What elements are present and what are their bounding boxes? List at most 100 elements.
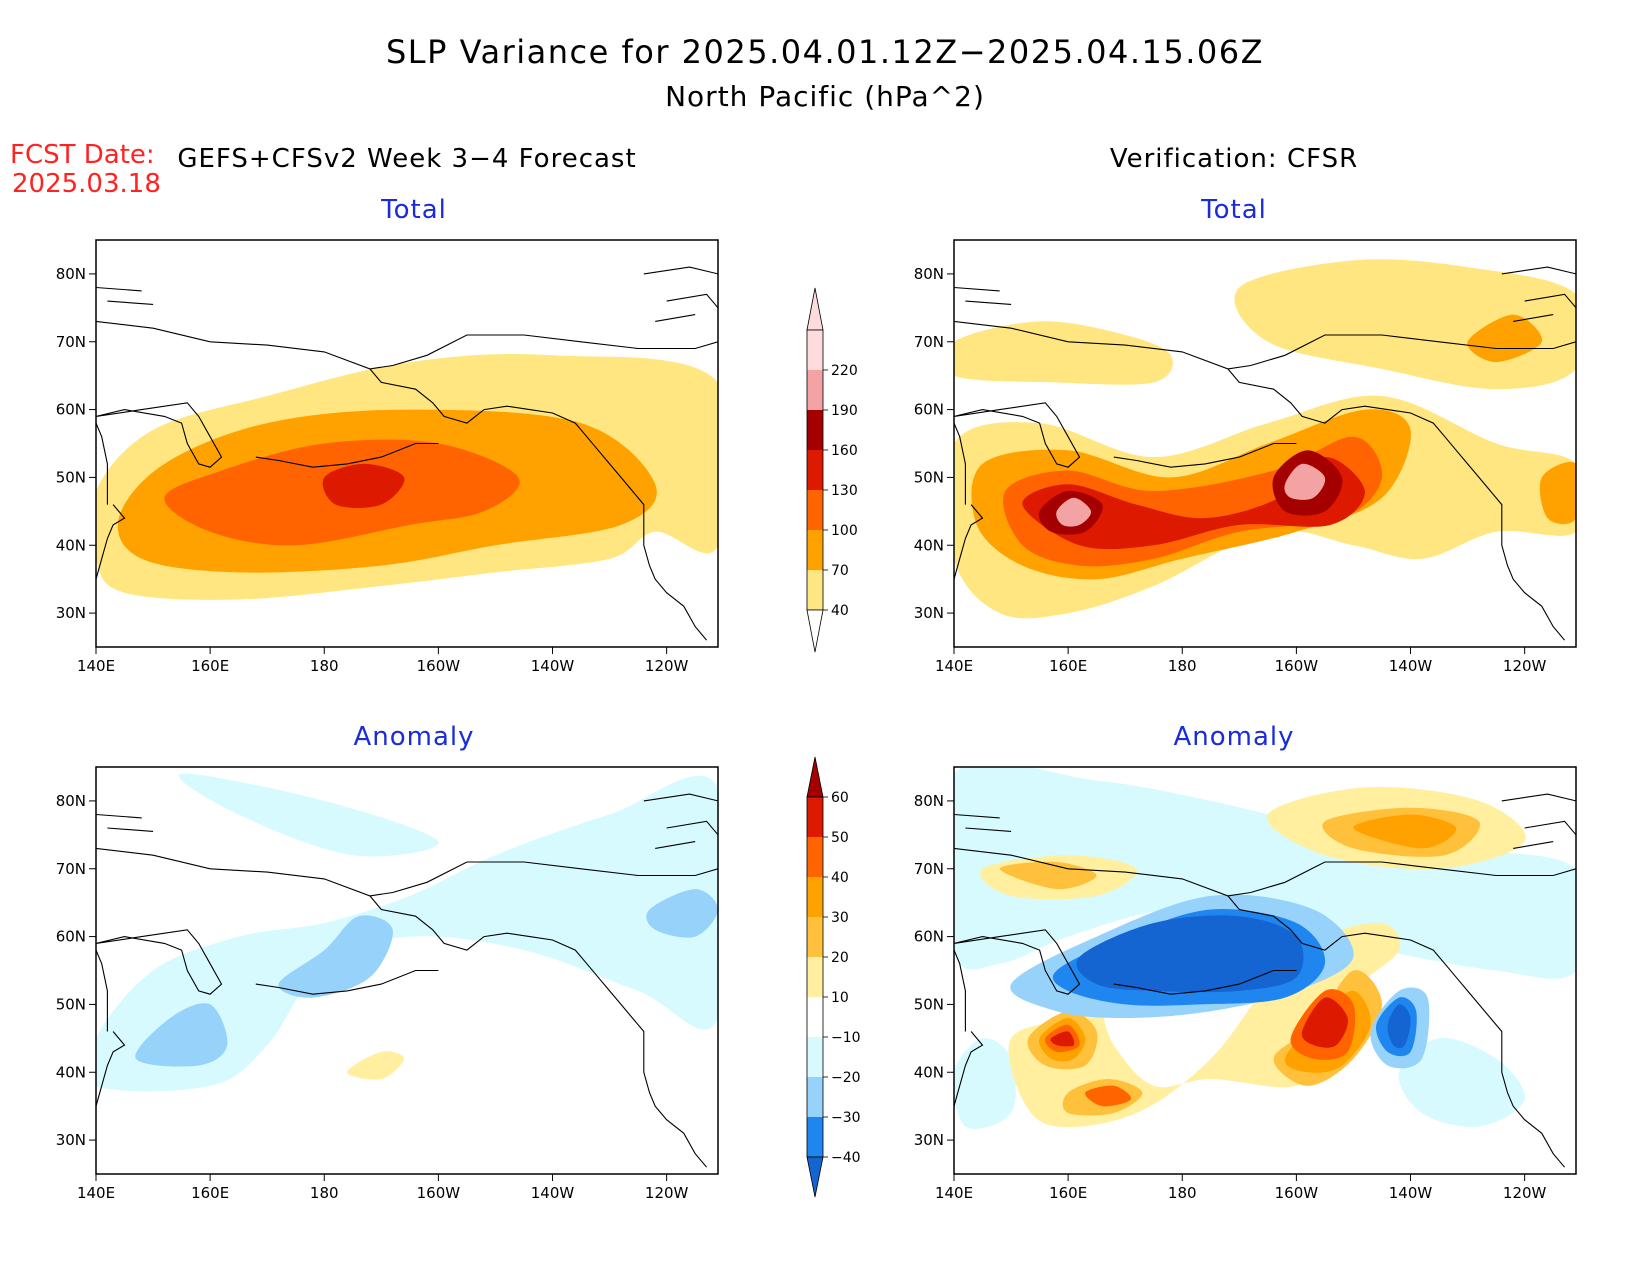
lat-tick-label: 70N: [914, 333, 944, 351]
lon-tick-label: 120W: [645, 657, 689, 675]
coastline: [107, 827, 154, 832]
coastline: [96, 1031, 126, 1107]
verif-anomaly-label: Anomaly: [1173, 722, 1294, 752]
coastline: [1501, 793, 1576, 802]
colorbar-swatch: [807, 570, 823, 610]
lon-tick-label: 140E: [935, 657, 973, 675]
forecast-anomaly-label: Anomaly: [353, 722, 474, 752]
lon-tick-label: 140W: [1389, 1184, 1433, 1202]
lat-tick-label: 30N: [56, 604, 86, 622]
verif-anomaly-map: 30N 40N 50N 60N 70N 80N 140E 160E 180 160W 140W 120…: [914, 766, 1577, 1202]
colorbar-tick-label: 10: [831, 990, 849, 1006]
contour-region: [1387, 1004, 1411, 1049]
colorbar-tick-label: 160: [831, 443, 858, 459]
contour-region: [1467, 314, 1543, 363]
lon-tick-label: 160E: [191, 1184, 229, 1202]
colorbar-swatch: [807, 1117, 823, 1157]
contour-region: [1056, 497, 1092, 527]
colorbar-swatch: [807, 917, 823, 957]
lat-tick-label: 70N: [914, 860, 944, 878]
contour-region: [954, 321, 1173, 385]
coastline: [96, 929, 223, 995]
colorbar-tick-label: 40: [831, 603, 849, 619]
lat-tick-label: 60N: [914, 928, 944, 946]
colorbar-tick-label: 100: [831, 523, 858, 539]
colorbar-swatch: [806, 1156, 824, 1198]
coastline: [954, 847, 1576, 897]
forecast-total-label: Total: [380, 195, 447, 225]
lon-tick-label: 140W: [1389, 657, 1433, 675]
lon-tick-label: 180: [1168, 1184, 1197, 1202]
contour-region: [178, 773, 439, 857]
colorbar-tick-label: 190: [831, 403, 858, 419]
lon-tick-label: 160W: [1275, 657, 1319, 675]
colorbar-swatch: [807, 1037, 823, 1077]
contour-region: [135, 1003, 228, 1067]
coastline: [369, 368, 708, 641]
lon-tick-label: 140W: [531, 657, 575, 675]
lon-tick-label: 120W: [645, 1184, 689, 1202]
lon-tick-label: 160E: [1049, 1184, 1087, 1202]
coastline: [1524, 820, 1576, 836]
contour-region: [1284, 463, 1326, 500]
forecast-column-title: GEFS+CFSv2 Week 3−4 Forecast: [177, 144, 636, 174]
coastline: [965, 300, 1012, 305]
lat-tick-label: 60N: [56, 928, 86, 946]
colorbar-swatch: [807, 957, 823, 997]
colorbar-tick-label: 130: [831, 483, 858, 499]
lat-tick-label: 30N: [56, 1131, 86, 1149]
lat-tick-label: 60N: [914, 401, 944, 419]
colorbar-tick-label: 220: [831, 363, 858, 379]
contour-region: [322, 463, 405, 508]
coastline: [655, 314, 696, 322]
coastline: [96, 320, 718, 370]
coastline: [666, 820, 718, 836]
lon-tick-label: 140E: [935, 1184, 973, 1202]
lat-tick-label: 40N: [914, 1063, 944, 1081]
colorbar-swatch: [807, 330, 823, 370]
coastline: [655, 841, 696, 849]
lat-tick-label: 50N: [56, 995, 86, 1013]
lon-tick-label: 180: [310, 1184, 339, 1202]
coastline: [1113, 442, 1297, 468]
coastline: [1524, 293, 1576, 309]
coastline: [1513, 314, 1554, 322]
contour-region: [1353, 814, 1457, 849]
lat-tick-label: 70N: [56, 860, 86, 878]
coastline: [96, 847, 718, 897]
lat-tick-label: 70N: [56, 333, 86, 351]
lon-tick-label: 140E: [77, 1184, 115, 1202]
coastline: [1113, 969, 1297, 995]
colorbar-swatch: [807, 1077, 823, 1117]
lon-tick-label: 160W: [417, 657, 461, 675]
contour-region: [954, 1038, 1016, 1129]
contour-region: [646, 889, 718, 938]
lon-tick-label: 120W: [1503, 1184, 1547, 1202]
contour-region: [1539, 461, 1576, 525]
coastline: [96, 422, 108, 505]
coastline: [954, 949, 966, 1032]
lat-tick-label: 80N: [56, 265, 86, 283]
contour-region: [1076, 915, 1304, 993]
lon-tick-label: 160E: [191, 657, 229, 675]
lon-tick-label: 140W: [531, 1184, 575, 1202]
lat-tick-label: 30N: [914, 604, 944, 622]
colorbar-tick-label: 60: [831, 790, 849, 806]
lon-tick-label: 160W: [417, 1184, 461, 1202]
coastline: [96, 286, 142, 292]
lon-tick-label: 120W: [1503, 657, 1547, 675]
coastline: [96, 949, 108, 1032]
coastline: [965, 827, 1012, 832]
lon-tick-label: 160W: [1275, 1184, 1319, 1202]
coastline: [954, 504, 984, 580]
coastline: [1227, 368, 1566, 641]
contour-region: [278, 915, 393, 998]
lat-tick-label: 80N: [56, 792, 86, 810]
colorbar-tick-label: −20: [831, 1070, 861, 1086]
forecast-total-map: 30N 40N 50N 60N 70N 80N 140E 160E 180 160W 140W 120…: [56, 239, 719, 675]
lat-tick-label: 60N: [56, 401, 86, 419]
colorbar-swatch: [807, 837, 823, 877]
figure-title: SLP Variance for 2025.04.01.12Z−2025.04.…: [386, 33, 1264, 71]
coastline: [643, 793, 718, 802]
